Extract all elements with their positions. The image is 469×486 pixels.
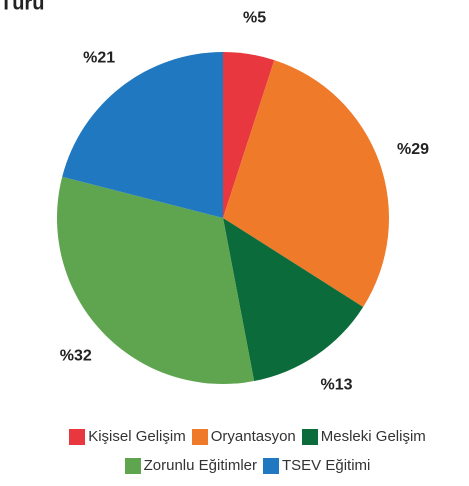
legend-item: TSEV Eğitimi <box>263 457 370 474</box>
legend-label: Mesleki Gelişim <box>320 428 426 445</box>
data-label: %13 <box>321 376 353 393</box>
legend-swatch <box>263 457 279 474</box>
legend-swatch <box>301 428 318 445</box>
legend-swatch <box>124 457 141 474</box>
legend-label: TSEV Eğitimi <box>282 457 371 474</box>
legend: Kişisel Gelişim Oryantasyon Mesleki Gelişi… <box>25 428 469 474</box>
pie-slice <box>56 176 255 384</box>
pie-slice <box>223 52 275 218</box>
legend-swatch <box>69 428 86 445</box>
data-label: %21 <box>83 50 115 67</box>
pie-slice <box>223 60 389 307</box>
pie-slice <box>62 51 223 218</box>
data-label: %5 <box>243 10 266 27</box>
data-label: %29 <box>397 141 429 158</box>
chart-title: Türü <box>0 0 44 14</box>
legend-item: Oryantasyon <box>191 428 296 445</box>
legend-swatch <box>191 428 208 445</box>
legend-label: Kişisel Gelişim <box>88 428 186 445</box>
legend-item: Zorunlu Eğitimler <box>124 457 257 474</box>
legend-label: Oryantasyon <box>210 428 296 445</box>
legend-label: Zorunlu Eğitimler <box>143 457 257 474</box>
legend-item: Kişisel Gelişim <box>69 428 186 445</box>
data-label: %32 <box>60 347 92 364</box>
legend-item: Mesleki Gelişim <box>301 428 426 445</box>
pie-slice <box>223 218 364 382</box>
